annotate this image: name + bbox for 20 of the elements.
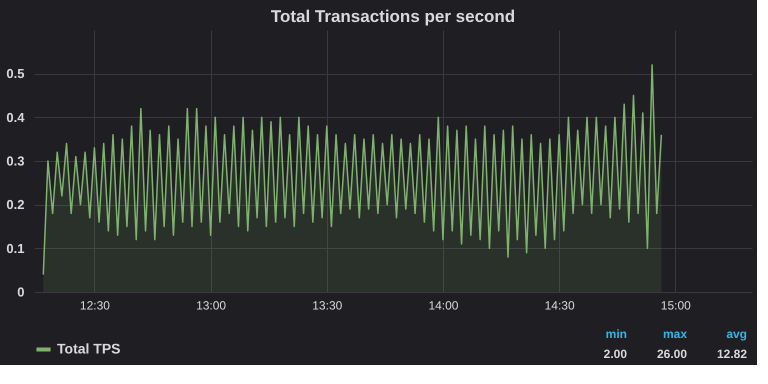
y-tick-label: 0.5: [6, 66, 24, 82]
text: 2.00: [604, 347, 628, 361]
text: min: [606, 327, 627, 341]
y-tick-label: 0.4: [6, 110, 26, 125]
y-tick-label: 0.2: [6, 197, 24, 212]
x-tick-label: 14:00: [428, 298, 459, 312]
y-tick-label: 0.1: [6, 240, 24, 256]
chart-title: Total Transactions per second: [270, 7, 516, 26]
y-tick-label: 0.3: [6, 154, 24, 168]
x-tick-label: 13:00: [196, 298, 226, 312]
text: 12.82: [716, 347, 748, 361]
text: avg: [726, 327, 747, 341]
legend-label: Total TPS: [57, 340, 121, 356]
y-tick-label: 0: [17, 284, 24, 300]
x-tick-label: 12:30: [80, 298, 110, 312]
text: 26.00: [656, 347, 688, 361]
x-tick-label: 14:30: [544, 298, 575, 312]
x-tick-label: 13:30: [312, 298, 343, 312]
x-tick-label: 15:00: [660, 298, 692, 312]
text: max: [662, 327, 688, 341]
